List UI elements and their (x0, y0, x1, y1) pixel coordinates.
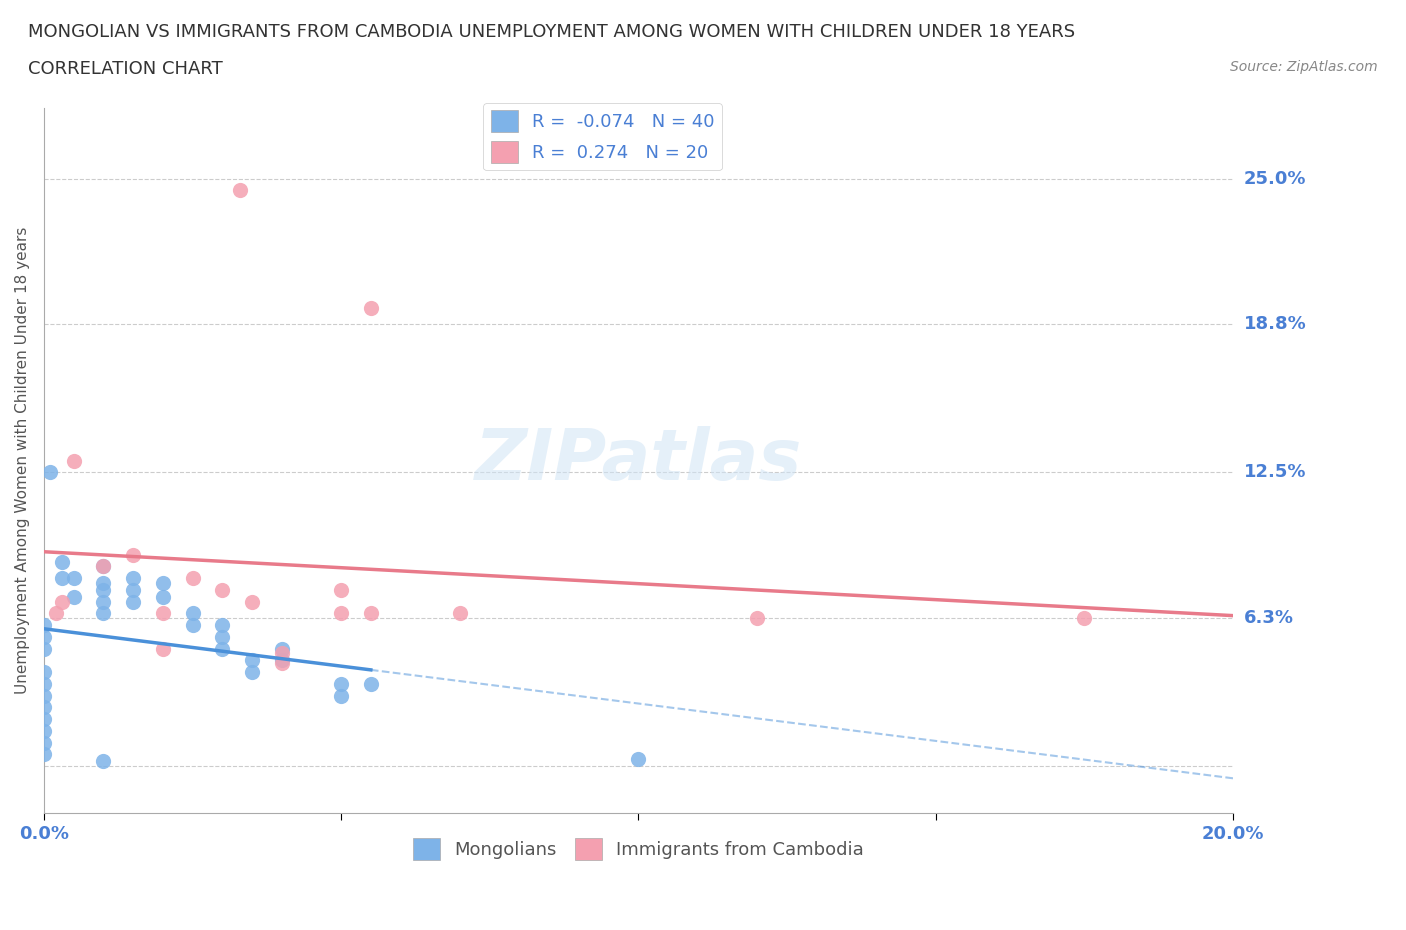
Point (330, 688, 353, 703)
Text: 12.5%: 12.5% (1244, 463, 1306, 482)
Point (32, 630, 55, 644)
Point (122, 571, 145, 586)
Point (91, 559, 114, 574)
Point (330, 605, 353, 620)
Point (91, 754, 114, 769)
Point (122, 582, 145, 597)
Point (122, 594, 145, 609)
Point (32, 676, 55, 691)
Point (747, 611, 769, 626)
Point (627, 751, 650, 766)
Point (38, 465, 60, 480)
Point (211, 630, 233, 644)
Point (181, 571, 204, 586)
Point (91, 576, 114, 591)
Y-axis label: Unemployment Among Women with Children Under 18 years: Unemployment Among Women with Children U… (15, 227, 30, 694)
Point (32, 618, 55, 632)
Text: MONGOLIAN VS IMMIGRANTS FROM CAMBODIA UNEMPLOYMENT AMONG WOMEN WITH CHILDREN UND: MONGOLIAN VS IMMIGRANTS FROM CAMBODIA UN… (28, 23, 1076, 41)
Point (32, 747, 55, 762)
Point (211, 641, 233, 656)
Point (449, 605, 471, 620)
Point (240, 665, 263, 680)
Point (45, 605, 67, 620)
Point (62, 453, 84, 468)
Point (32, 735, 55, 750)
Text: 18.8%: 18.8% (1244, 315, 1306, 333)
Point (152, 605, 174, 620)
Point (91, 594, 114, 609)
Point (330, 582, 353, 597)
Point (32, 641, 55, 656)
Point (122, 547, 145, 562)
Point (270, 653, 292, 668)
Text: CORRELATION CHART: CORRELATION CHART (28, 60, 224, 78)
Point (152, 576, 174, 591)
Point (152, 641, 174, 656)
Point (240, 653, 263, 668)
Point (51, 594, 73, 609)
Point (32, 688, 55, 703)
Point (240, 594, 263, 609)
Point (270, 641, 292, 656)
Point (360, 300, 382, 315)
Point (51, 571, 73, 586)
Point (91, 582, 114, 597)
Point (330, 676, 353, 691)
Point (211, 582, 233, 597)
Point (32, 665, 55, 680)
Legend: Mongolians, Immigrants from Cambodia: Mongolians, Immigrants from Cambodia (405, 831, 872, 868)
Point (1073, 611, 1095, 626)
Text: 6.3%: 6.3% (1244, 609, 1294, 627)
Text: Source: ZipAtlas.com: Source: ZipAtlas.com (1230, 60, 1378, 74)
Point (32, 700, 55, 715)
Point (360, 676, 382, 691)
Point (51, 554, 73, 569)
Point (152, 590, 174, 604)
Text: ZIPatlas: ZIPatlas (475, 426, 801, 495)
Point (181, 618, 204, 632)
Point (360, 605, 382, 620)
Point (62, 571, 84, 586)
Point (270, 645, 292, 660)
Text: 25.0%: 25.0% (1244, 169, 1306, 188)
Point (32, 724, 55, 738)
Point (91, 559, 114, 574)
Point (62, 590, 84, 604)
Point (32, 711, 55, 726)
Point (229, 183, 252, 198)
Point (91, 605, 114, 620)
Point (181, 605, 204, 620)
Point (270, 656, 292, 671)
Point (211, 618, 233, 632)
